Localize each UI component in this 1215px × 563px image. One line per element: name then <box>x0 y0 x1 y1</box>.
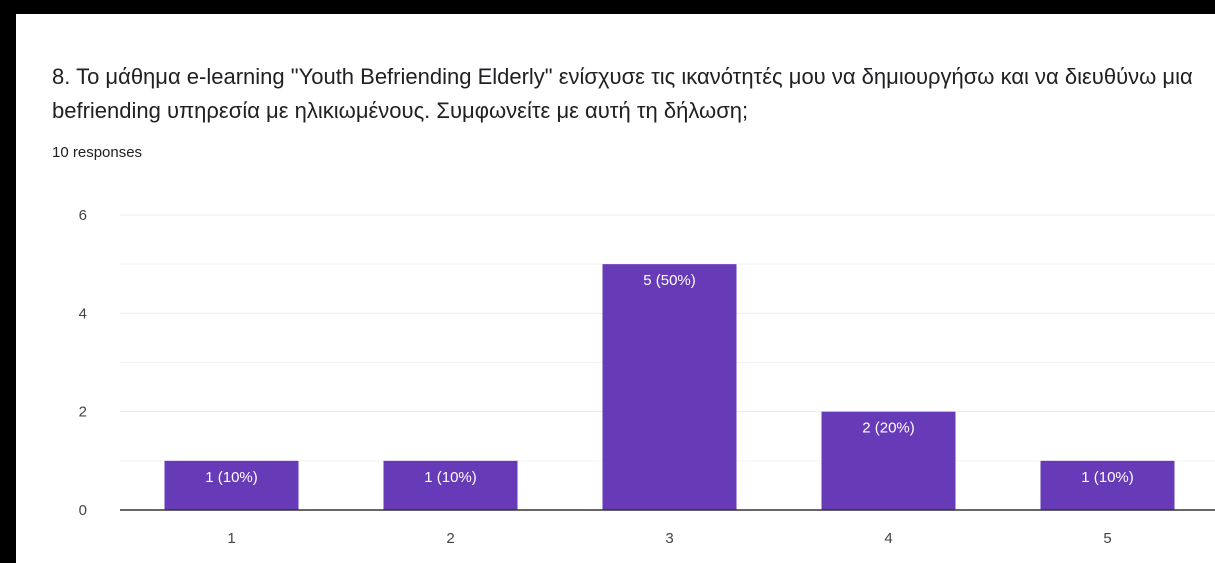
bar-chart: 0 2 4 6 1 (10%) 1 1 (10%) 2 5 (50%) 3 2 (20%) 4 1 (1… <box>79 207 1215 547</box>
bar-4 <box>821 411 956 510</box>
x-tick-label-5: 5 <box>1103 530 1111 547</box>
x-tick-label-4: 4 <box>884 530 892 547</box>
question-title: 8. Το μάθημα e-learning "Youth Befriendi… <box>52 64 1193 123</box>
data-label-3: 5 (50%) <box>643 272 696 289</box>
y-tick-label: 2 <box>79 404 87 421</box>
bar-5 <box>1040 460 1175 510</box>
x-tick-label-1: 1 <box>227 530 235 547</box>
question-card: 8. Το μάθημα e-learning "Youth Befriendi… <box>16 14 1215 563</box>
bar-1 <box>164 460 299 510</box>
bar-3 <box>602 264 737 510</box>
y-tick-label: 4 <box>79 305 87 322</box>
data-label-4: 2 (20%) <box>862 420 915 437</box>
response-count: 10 responses <box>52 144 143 161</box>
data-label-2: 1 (10%) <box>424 469 477 486</box>
y-tick-label: 6 <box>79 207 87 224</box>
x-tick-label-2: 2 <box>446 530 454 547</box>
data-label-5: 1 (10%) <box>1081 469 1134 486</box>
data-label-1: 1 (10%) <box>205 469 258 486</box>
y-tick-label: 0 <box>79 502 87 519</box>
x-tick-label-3: 3 <box>665 530 673 547</box>
bar-2 <box>383 460 518 510</box>
